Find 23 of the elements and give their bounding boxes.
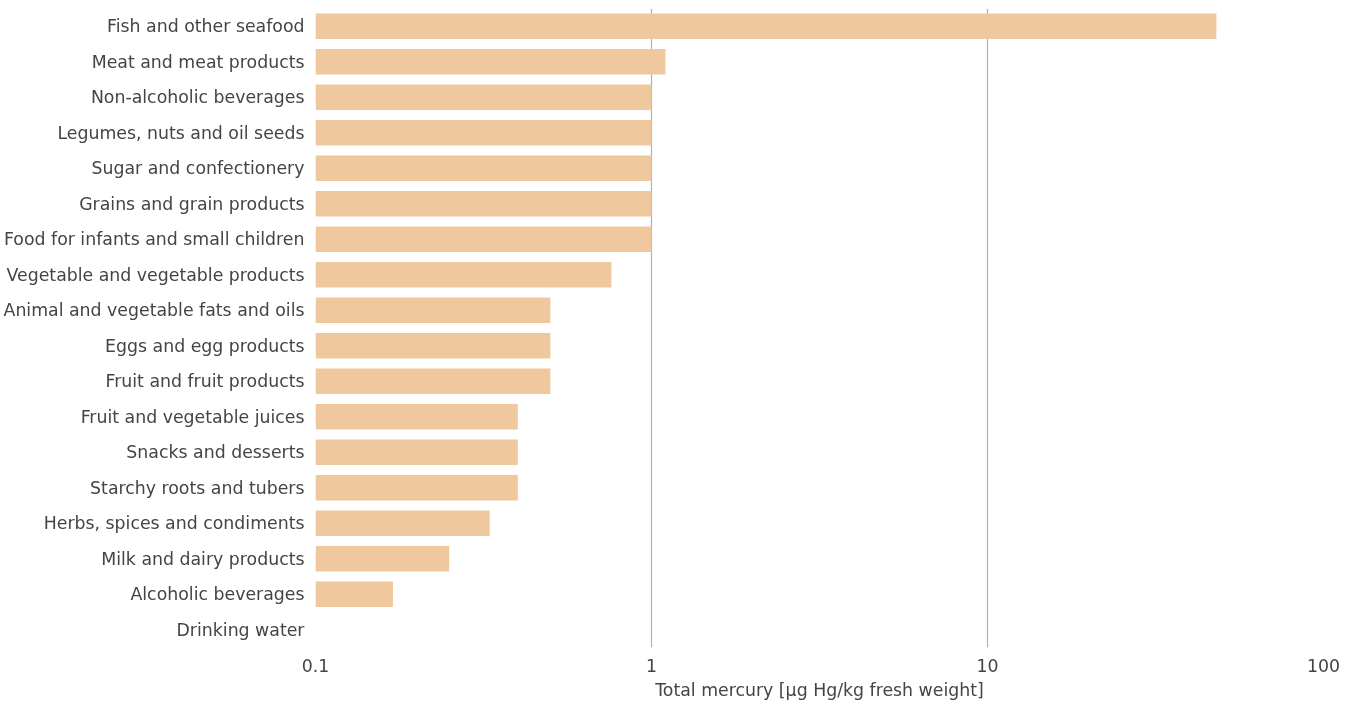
y-tick-label: Milk and dairy products: [101, 548, 305, 569]
y-tick-label: Drinking water: [176, 619, 306, 640]
y-tick-label: Snacks and desserts: [126, 442, 305, 463]
y-tick-label: Animal and vegetable fats and oils: [3, 300, 305, 321]
y-tick-label: Vegetable and vegetable products: [6, 264, 305, 285]
y-tick-label: Fish and other seafood: [107, 16, 305, 37]
y-tick-label: Sugar and confectionery: [91, 158, 305, 179]
y-tick-label: Meat and meat products: [91, 51, 305, 72]
y-tick-label: Legumes, nuts and oil seeds: [57, 122, 305, 143]
x-tick-label: 0.1: [301, 655, 330, 676]
y-tick-label: Fruit and fruit products: [105, 371, 305, 392]
y-tick-label: Non-alcoholic beverages: [90, 87, 305, 108]
y-tick-label: Eggs and egg products: [105, 335, 305, 356]
x-axis-title: Total mercury [µg Hg/kg fresh weight]: [654, 679, 984, 700]
y-tick-label: Alcoholic beverages: [130, 584, 305, 605]
y-tick-label: Starchy roots and tubers: [90, 477, 305, 498]
y-tick-label: Food for infants and small children: [3, 229, 305, 250]
x-tick-label: 1: [645, 655, 658, 676]
x-tick-label: 100: [1306, 655, 1341, 676]
y-tick-label: Herbs, spices and condiments: [43, 513, 305, 534]
x-tick-label: 10: [976, 655, 999, 676]
y-tick-label: Fruit and vegetable juices: [80, 406, 305, 427]
y-tick-label: Grains and grain products: [79, 193, 305, 214]
